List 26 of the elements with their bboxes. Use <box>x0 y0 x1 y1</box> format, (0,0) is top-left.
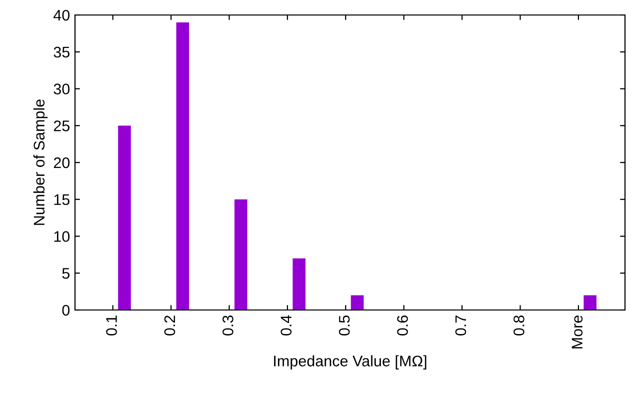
x-axis-title: Impedance Value [MΩ] <box>274 355 426 370</box>
y-tick-label: 35 <box>54 46 70 58</box>
x-tick-label: 0.4 <box>280 315 292 336</box>
y-tick-label: 20 <box>54 157 70 168</box>
bar <box>234 199 248 310</box>
y-tick-label: 15 <box>54 194 70 206</box>
x-tick-label: 0.5 <box>338 316 350 336</box>
x-tick-label: 0.2 <box>164 316 176 336</box>
x-tick-label: More <box>572 316 583 348</box>
x-tick-label: 0.1 <box>106 316 117 336</box>
y-tick-label: 5 <box>62 268 70 279</box>
y-axis-title: Number of Sample <box>33 99 48 225</box>
y-tick-label: 30 <box>54 84 70 94</box>
bar <box>176 22 190 310</box>
y-tick-label: 40 <box>54 10 70 21</box>
bar <box>584 295 596 310</box>
bar <box>350 295 364 310</box>
x-tick-label: 0.3 <box>222 316 234 336</box>
y-tick-label: 0 <box>62 304 70 316</box>
y-tick-label: 10 <box>54 231 70 242</box>
bar <box>292 258 306 310</box>
y-tick-label: 25 <box>54 120 70 132</box>
x-tick-label: 0.6 <box>397 316 408 336</box>
x-tick-label: 0.8 <box>514 316 524 336</box>
x-tick-label: 0.7 <box>455 316 466 336</box>
bar <box>118 126 131 310</box>
